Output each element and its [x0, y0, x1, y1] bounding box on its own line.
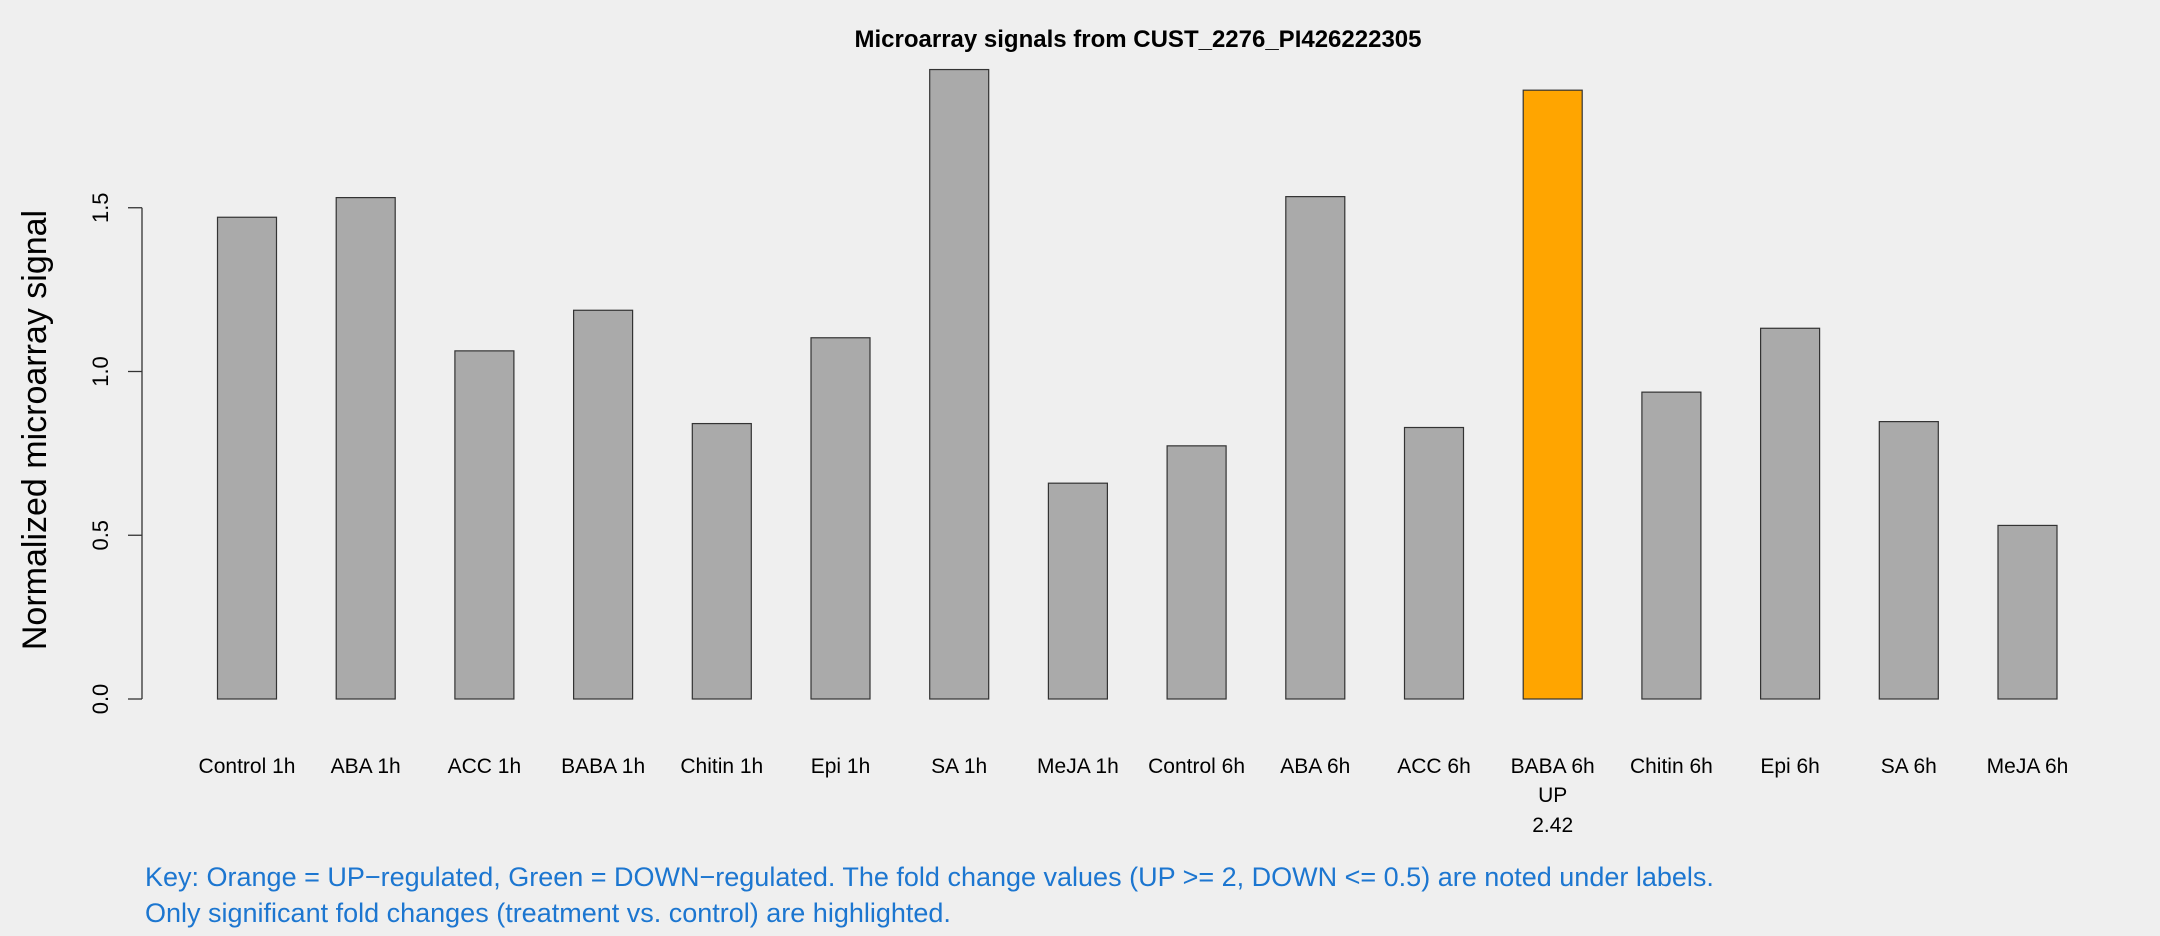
key-line-2: Only significant fold changes (treatment… [145, 898, 951, 928]
x-tick-label: Chitin 1h [680, 755, 763, 778]
bar-chitin-6h [1641, 391, 1702, 700]
bar-meja-1h [1047, 482, 1109, 700]
bar-epi-6h [1759, 327, 1821, 700]
bar-acc-1h [454, 350, 515, 700]
x-tick-label: ABA 6h [1280, 755, 1350, 778]
bar-epi-1h [810, 337, 871, 700]
bar-aba-1h [335, 196, 396, 700]
x-tick-label: Epi 1h [811, 755, 871, 778]
x-tick-label: ACC 1h [448, 755, 522, 778]
x-tick-label: Control 1h [199, 755, 296, 778]
x-tick-label: SA 1h [931, 755, 987, 778]
bar-sa-6h [1878, 421, 1939, 700]
x-tick-label: Chitin 6h [1630, 755, 1713, 778]
y-tick-label: 1.5 [88, 192, 113, 223]
x-axis-labels: Control 1h ABA 1h ACC 1h BABA 1h Chitin 1h Ep… [199, 755, 2069, 837]
chart-title: Microarray signals from CUST_2276_PI4262… [855, 26, 1422, 53]
bars [216, 68, 2058, 700]
x-tick-label: BABA 1h [561, 755, 645, 778]
y-tick-label: 0.0 [88, 684, 113, 715]
bar-chitin-1h [691, 422, 752, 700]
bar-baba-1h [572, 309, 634, 700]
x-tick-label: ACC 6h [1397, 755, 1471, 778]
bar-acc-6h [1403, 426, 1465, 700]
bar-sa-1h [929, 68, 990, 700]
bar-baba-6h [1522, 89, 1583, 700]
x-tick-label: BABA 6h [1511, 755, 1595, 778]
bar-control-1h [216, 216, 278, 700]
bar-aba-6h [1285, 196, 1346, 700]
x-tick-label: SA 6h [1881, 755, 1937, 778]
y-tick-label: 0.5 [88, 520, 113, 551]
bar-meja-6h [1997, 524, 2058, 700]
x-tick-label: ABA 1h [331, 755, 401, 778]
fold-change-label: 2.42 [1532, 814, 1573, 837]
x-tick-label: MeJA 1h [1037, 755, 1119, 778]
y-axis: 0.0 0.5 1.0 1.5 [88, 192, 143, 715]
bar-control-6h [1166, 445, 1227, 700]
x-tick-label: Control 6h [1148, 755, 1245, 778]
x-tick-label: MeJA 6h [1987, 755, 2069, 778]
y-axis-label: Normalized microarray signal [16, 210, 54, 650]
y-tick-label: 1.0 [88, 356, 113, 387]
x-tick-label: Epi 6h [1760, 755, 1820, 778]
key-line-1: Key: Orange = UP−regulated, Green = DOWN… [145, 862, 1714, 892]
regulation-direction-label: UP [1538, 784, 1567, 807]
